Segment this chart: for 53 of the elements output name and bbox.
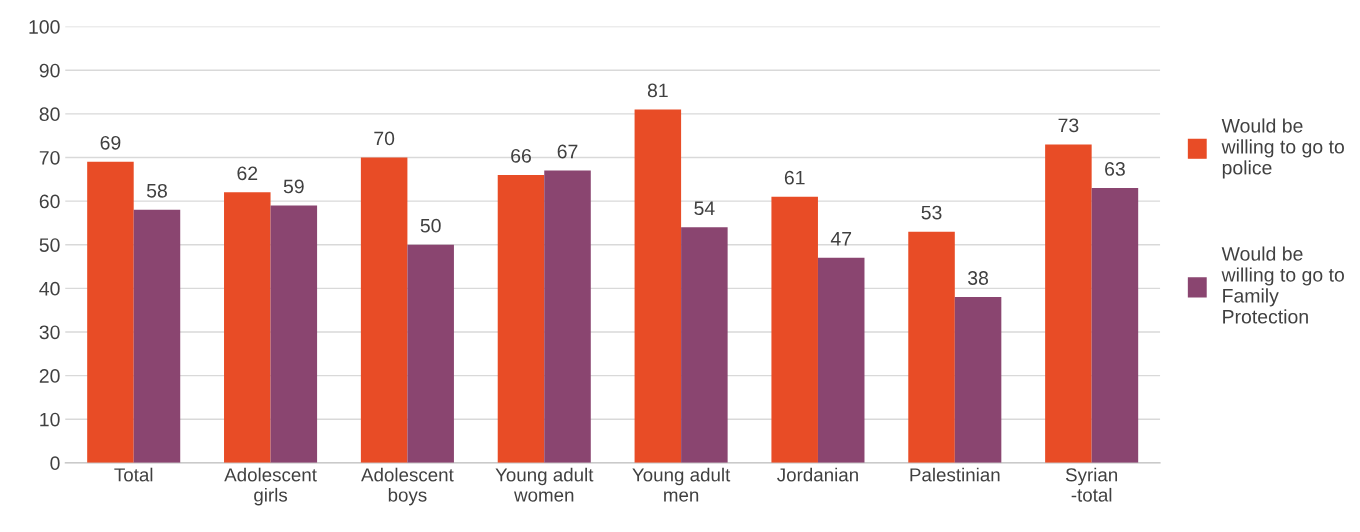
bar [1045,144,1092,463]
bar [224,192,271,463]
data-label: 58 [146,183,167,198]
data-label: 38 [968,271,989,285]
data-label: 73 [1058,118,1079,133]
bar [544,170,591,463]
bar [270,205,318,463]
bar [817,257,865,463]
data-label: 81 [647,83,668,98]
bar [771,196,818,463]
data-label: 53 [921,205,942,220]
x-tick-label: Adolescent boys [361,467,454,506]
bar [908,231,955,463]
data-label: 62 [237,166,258,181]
bar [87,161,134,463]
bar [407,244,454,463]
data-label: 63 [1105,162,1125,176]
x-tick-label: Jordanian [777,467,858,482]
y-tick-label: 30 [39,325,60,340]
y-tick-label: 80 [39,107,60,122]
bar [133,209,181,463]
y-tick-label: 60 [39,194,60,209]
data-label: 70 [374,131,395,146]
y-tick-label: 20 [39,369,60,383]
x-tick-label: Adolescent girls [224,467,317,506]
data-label: 47 [830,232,852,246]
data-label: 59 [283,179,304,194]
y-tick-label: 10 [40,412,60,427]
data-label: 61 [784,170,805,185]
y-tick-label: 100 [29,20,60,34]
bar [497,174,545,463]
y-tick-label: 0 [50,456,60,471]
x-tick-label: Total [114,467,153,482]
bar [681,227,728,463]
bar [1091,188,1139,463]
x-tick-label: Syrian -total [1065,467,1118,502]
y-tick-label: 40 [39,281,60,296]
bar [634,109,682,463]
legend-label: Would be willing to go to Family Protection [1221,246,1344,324]
legend-label: Would be willing to go to police [1221,118,1344,179]
data-label: 67 [557,144,578,159]
x-tick-label: Young adult women [495,467,594,502]
y-tick-label: 90 [39,63,60,78]
x-tick-label: Palestinian [910,467,1000,482]
data-label: 50 [420,218,441,233]
data-label: 69 [100,135,121,150]
data-label: 66 [511,148,531,163]
bar [360,157,408,463]
y-tick-label: 70 [39,150,60,165]
data-label: 54 [694,201,715,216]
x-tick-label: Young adult men [632,467,731,502]
bar [954,297,1002,463]
y-tick-label: 50 [39,238,60,252]
